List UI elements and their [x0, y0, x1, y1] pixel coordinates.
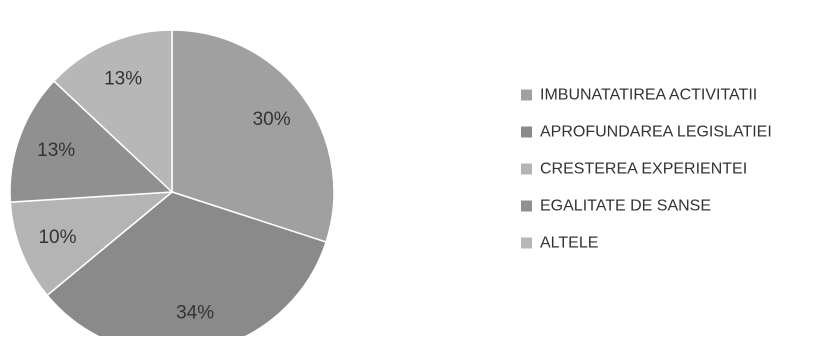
pie-slice-imbunatatirea-activitatii: [171, 29, 335, 244]
slice-labels: 30% 34% 10% 13% 13%: [37, 69, 291, 324]
legend-label: APROFUNDAREA LEGISLATIEI: [540, 124, 772, 141]
legend: IMBUNATATIREA ACTIVITATII APROFUNDAREA LE…: [521, 87, 772, 252]
data-label-cresterea-experientei: 10%: [38, 227, 76, 248]
legend-item-imbunatatirea-activitatii: IMBUNATATIREA ACTIVITATII: [521, 87, 757, 104]
legend-item-egalitate-de-sanse: EGALITATE DE SANSE: [521, 198, 711, 215]
data-label-egalitate-de-sanse: 13%: [37, 140, 75, 161]
legend-item-altele: ALTELE: [521, 235, 598, 252]
legend-swatch: [521, 89, 532, 101]
pie-slice-cresterea-experientei: [9, 191, 175, 297]
data-label-altele: 13%: [104, 69, 142, 90]
legend-label: EGALITATE DE SANSE: [540, 198, 711, 215]
legend-item-cresterea-experientei: CRESTEREA EXPERIENTEI: [521, 161, 747, 178]
legend-swatch: [521, 237, 532, 249]
pie-slice-egalitate-de-sanse: [9, 80, 174, 203]
legend-swatch: [521, 163, 532, 175]
legend-swatch: [521, 126, 532, 138]
legend-swatch: [521, 200, 532, 212]
legend-label: IMBUNATATIREA ACTIVITATII: [540, 87, 757, 104]
legend-label: CRESTEREA EXPERIENTEI: [540, 161, 747, 178]
pie-slice-aprofundarea-legislatiei: [46, 191, 328, 341]
pie-slice-altele: [52, 29, 173, 194]
data-label-aprofundarea-legislatiei: 34%: [176, 302, 214, 323]
data-label-imbunatatirea-activitatii: 30%: [253, 109, 291, 130]
legend-label: ALTELE: [540, 235, 598, 252]
pie-slices: [9, 29, 335, 341]
legend-item-aprofundarea-legislatiei: APROFUNDAREA LEGISLATIEI: [521, 124, 772, 141]
